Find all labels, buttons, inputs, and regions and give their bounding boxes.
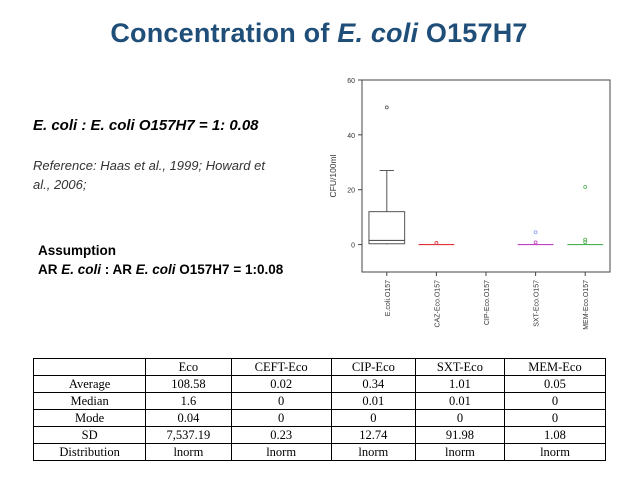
table-cell: 0 [230, 392, 332, 410]
table-cell: 0 [503, 409, 607, 427]
outlier-point [384, 105, 389, 110]
slide-title: Concentration of E. coli O157H7 [0, 18, 638, 49]
box [368, 211, 406, 245]
table-cell: 7,537.19 [145, 426, 232, 444]
x-tick-label: SXT-Eco.O157 [534, 280, 541, 327]
table-cell: 0 [414, 409, 505, 427]
table-cell: 1.6 [145, 392, 232, 410]
table-header-cell [32, 358, 147, 376]
outlier-point [533, 240, 538, 245]
table-header-cell: CIP-Eco [330, 358, 416, 376]
y-tick-label: 20 [347, 188, 355, 195]
outlier-point [434, 241, 439, 245]
table-cell: lnorm [503, 443, 607, 461]
table-cell: 0 [330, 409, 416, 427]
table-cell: 12.74 [330, 426, 416, 444]
ratio-text: E. coli : E. coli O157H7 = 1: 0.08 [33, 117, 259, 134]
title-prefix: Concentration of [110, 18, 338, 48]
table-cell: Mode [32, 409, 147, 427]
table-cell: lnorm [230, 443, 332, 461]
outlier-point [533, 230, 538, 235]
y-axis-label: CFU/100ml [328, 154, 338, 197]
table-header-cell: CEFT-Eco [230, 358, 332, 376]
table-cell: 0 [503, 392, 607, 410]
table-cell: lnorm [414, 443, 505, 461]
x-tick-label: E.coli.O157 [385, 280, 392, 316]
table-cell: 0 [230, 409, 332, 427]
table-header-cell: Eco [145, 358, 232, 376]
table-cell: lnorm [330, 443, 416, 461]
assumption-block: Assumption AR E. coli : AR E. coli O157H… [38, 241, 283, 279]
table-cell: Average [32, 375, 147, 393]
x-tick-label: MEM-Eco.O157 [583, 280, 590, 330]
table-row: Mode 0.04 0 0 0 0 [32, 409, 607, 427]
y-tick-label: 60 [347, 78, 355, 85]
table-cell: Distribution [32, 443, 147, 461]
table-cell: 0.02 [230, 375, 332, 393]
table-header-row: Eco CEFT-Eco CIP-Eco SXT-Eco MEM-Eco [32, 358, 607, 376]
table-row: Distribution lnorm lnorm lnorm lnorm lno… [32, 443, 607, 461]
table-cell: 1.01 [414, 375, 505, 393]
plot-frame [361, 79, 611, 273]
table-row: Average 108.58 0.02 0.34 1.01 0.05 [32, 375, 607, 393]
assumption-mid: : AR [101, 262, 136, 277]
table-cell: lnorm [145, 443, 232, 461]
table-row: SD 7,537.19 0.23 12.74 91.98 1.08 [32, 426, 607, 444]
assumption-prefix: AR [38, 262, 62, 277]
table-cell: 0.23 [230, 426, 332, 444]
stats-table: Eco CEFT-Eco CIP-Eco SXT-Eco MEM-Eco Ave… [32, 358, 607, 461]
table-row: Median 1.6 0 0.01 0.01 0 [32, 392, 607, 410]
table-cell: 0.05 [503, 375, 607, 393]
table-cell: 0.01 [330, 392, 416, 410]
table-cell: 0.01 [414, 392, 505, 410]
table-cell: SD [32, 426, 147, 444]
outlier-point [583, 237, 588, 242]
x-tick-label: CIP-Eco.O157 [484, 280, 491, 325]
assumption-heading: Assumption [38, 243, 117, 258]
boxplot-chart: 0 20 40 60 CFU/100ml E.coli.O157 CAZ-Eco.O157 C… [328, 78, 611, 330]
outlier-point [583, 185, 588, 189]
title-suffix: O157H7 [418, 18, 528, 48]
reference-text: Reference: Haas et al., 1999; Howard et … [33, 158, 265, 192]
table-cell: 0.34 [330, 375, 416, 393]
table-cell: 91.98 [414, 426, 505, 444]
table-cell: Median [32, 392, 147, 410]
assumption-line: AR E. coli : AR E. coli O157H7 = 1:0.08 [38, 260, 283, 279]
assumption-italic1: E. coli [61, 262, 102, 277]
table-cell: 0.04 [145, 409, 232, 427]
table-cell: 1.08 [503, 426, 607, 444]
x-tick-label: CAZ-Eco.O157 [434, 280, 441, 328]
y-tick-label: 40 [347, 133, 355, 140]
assumption-italic2: E. coli [135, 262, 176, 277]
assumption-suffix: O157H7 = 1:0.08 [175, 262, 284, 277]
table-cell: 108.58 [145, 375, 232, 393]
table-header-cell: SXT-Eco [414, 358, 505, 376]
title-italic: E. coli [337, 18, 419, 48]
table-header-cell: MEM-Eco [503, 358, 607, 376]
y-tick-label: 0 [351, 243, 355, 250]
outlier-point [583, 240, 588, 245]
